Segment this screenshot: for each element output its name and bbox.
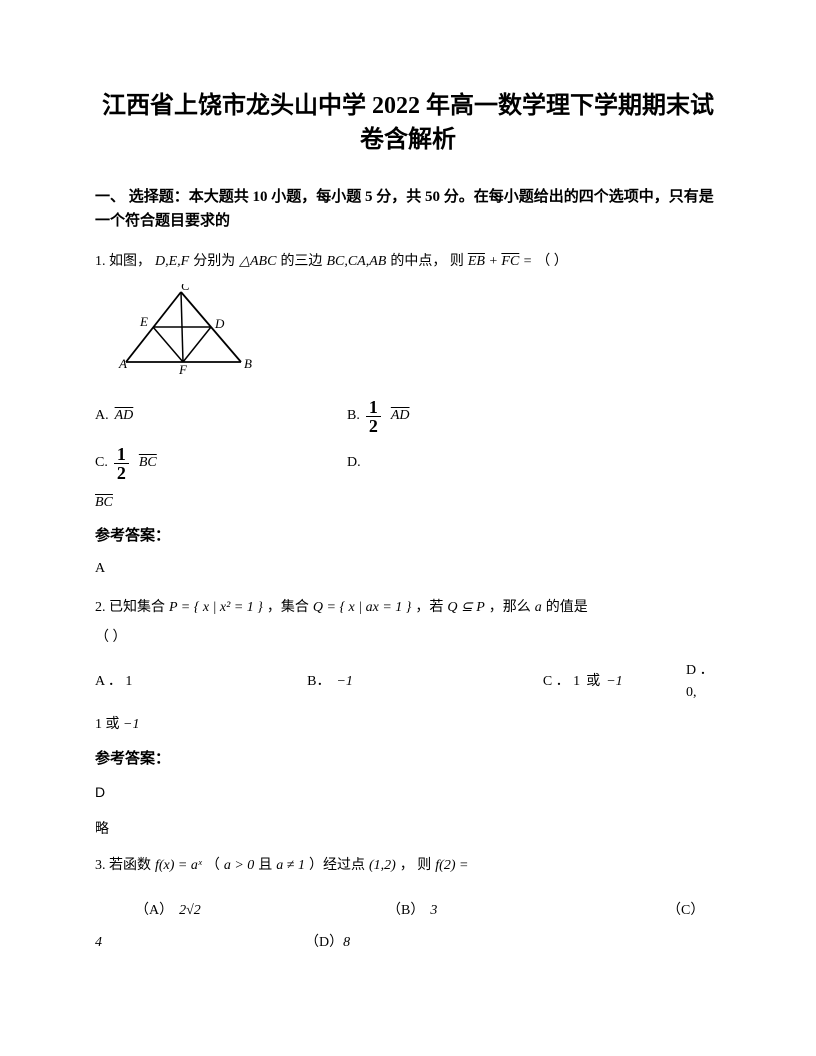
q2-stem: 2. 已知集合 P = { x | x² = 1 } ，集合 Q = { x |… bbox=[95, 597, 721, 619]
q2-brief: 略 bbox=[95, 819, 721, 841]
triangle-svg: A B C E D F bbox=[111, 284, 261, 374]
q3-stem: 3. 若函数 f(x) = aˣ （ a > 0 且 a ≠ 1 ）经过点 (1… bbox=[95, 855, 721, 877]
q1-sides: BC,CA,AB bbox=[326, 251, 386, 273]
q2-paren: （ ） bbox=[95, 627, 721, 649]
q3-mid1: （ bbox=[206, 855, 220, 877]
q1-options-row2: C. 1 2 BC D. bbox=[95, 445, 721, 482]
q1-options-row1: A. AD B. 1 2 AD bbox=[95, 398, 721, 435]
q2-tail: 的值是 bbox=[546, 597, 588, 619]
q1-optB-frac: 1 2 bbox=[366, 398, 381, 435]
frac-num: 1 bbox=[366, 398, 381, 417]
q1-optC-frac: 1 2 bbox=[114, 445, 129, 482]
svg-text:B: B bbox=[244, 356, 252, 371]
q1-mid1: 分别为 bbox=[193, 251, 235, 273]
q3-optA-val: 2√2 bbox=[179, 900, 201, 922]
q3-mid3: ， 则 bbox=[400, 855, 432, 877]
q2-optD: D ． 0, bbox=[686, 660, 721, 705]
q1-vec-expr: EB + FC = bbox=[468, 251, 532, 273]
q2-prefix: 2. 已知集合 bbox=[95, 597, 165, 619]
q1-optC-val: BC bbox=[139, 452, 157, 474]
frac-num: 1 bbox=[114, 445, 129, 464]
q3-cond2: a ≠ 1 bbox=[276, 855, 305, 877]
svg-text:C: C bbox=[181, 284, 190, 293]
q1-def-points: D,E,F bbox=[155, 251, 189, 273]
question-1: 1. 如图， D,E,F 分别为 △ABC 的三边 BC,CA,AB 的中点， … bbox=[95, 251, 721, 581]
question-3: 3. 若函数 f(x) = aˣ （ a > 0 且 a ≠ 1 ）经过点 (1… bbox=[95, 855, 721, 954]
svg-text:E: E bbox=[139, 314, 148, 329]
q1-mid3: 的中点， 则 bbox=[390, 251, 464, 273]
q2-answer-label: 参考答案： bbox=[95, 747, 721, 771]
q2-optB-label: B． bbox=[307, 671, 330, 693]
q3-optC-label: （C） bbox=[667, 900, 704, 922]
q1-answer-label: 参考答案： bbox=[95, 524, 721, 548]
q2-line2-text: 1 或 bbox=[95, 717, 120, 732]
q1-optB-val: AD bbox=[391, 405, 410, 427]
q2-mid1: ，集合 bbox=[267, 597, 309, 619]
q2-mid2: ，若 bbox=[415, 597, 443, 619]
svg-text:F: F bbox=[178, 362, 188, 374]
q2-line2: 1 或 −1 bbox=[95, 714, 721, 736]
q3-f2: f(2) = bbox=[435, 855, 468, 877]
q1-tail: （ ） bbox=[536, 251, 568, 273]
section-heading: 一、 选择题：本大题共 10 小题，每小题 5 分，共 50 分。在每小题给出的… bbox=[95, 185, 721, 233]
q3-mid-and: 且 bbox=[258, 855, 272, 877]
q2-optC-or: 或 bbox=[586, 671, 600, 693]
q2-P: P = { x | x² = 1 } bbox=[169, 597, 263, 619]
q3-mid2: ）经过点 bbox=[309, 855, 365, 877]
q1-optC-label: C. bbox=[95, 452, 108, 474]
q3-func: f(x) = aˣ bbox=[155, 855, 202, 877]
q2-mid3: ，那么 bbox=[489, 597, 531, 619]
svg-text:A: A bbox=[118, 356, 127, 371]
q1-optD-label: D. bbox=[347, 452, 361, 474]
q2-a: a bbox=[535, 597, 542, 619]
q2-optC-val: −1 bbox=[606, 671, 622, 693]
q1-mid2: 的三边 bbox=[280, 251, 322, 273]
q3-optA-label: （A） bbox=[135, 900, 173, 922]
frac-den: 2 bbox=[114, 464, 129, 482]
q1-triangle-diagram: A B C E D F bbox=[111, 284, 721, 382]
q1-prefix: 1. 如图， bbox=[95, 251, 151, 273]
q3-optD-label: （D） bbox=[305, 932, 343, 954]
q1-triangle: △ABC bbox=[239, 251, 276, 273]
q1-optB-label: B. bbox=[347, 405, 360, 427]
page-title: 江西省上饶市龙头山中学 2022 年高一数学理下学期期末试卷含解析 bbox=[95, 90, 721, 157]
svg-text:D: D bbox=[214, 316, 225, 331]
q3-optB-val: 3 bbox=[430, 900, 437, 922]
q2-line2-val: −1 bbox=[123, 717, 139, 732]
q3-options-row1: （A） 2√2 （B） 3 （C） bbox=[95, 900, 721, 922]
q3-optC-val: 4 bbox=[95, 932, 125, 954]
q2-optB-val: −1 bbox=[336, 671, 352, 693]
q3-optB-label: （B） bbox=[387, 900, 424, 922]
q2-optC: C ． 1 bbox=[543, 671, 580, 693]
q1-optA-val: AD bbox=[115, 405, 134, 427]
q3-cond1: a > 0 bbox=[224, 855, 254, 877]
frac-den: 2 bbox=[366, 417, 381, 435]
q3-options-row2: 4 （D） 8 bbox=[95, 932, 721, 954]
q1-stem: 1. 如图， D,E,F 分别为 △ABC 的三边 BC,CA,AB 的中点， … bbox=[95, 251, 721, 273]
q2-subset: Q ⊆ P bbox=[447, 597, 484, 619]
q1-answer: A bbox=[95, 558, 721, 580]
q1-optD-val-line: BC bbox=[95, 492, 721, 514]
q1-optA-label: A. bbox=[95, 405, 109, 427]
q2-Q: Q = { x | ax = 1 } bbox=[313, 597, 411, 619]
q2-options-row: A ． 1 B． −1 C ． 1 或 −1 D ． 0, bbox=[95, 660, 721, 705]
q2-optA: A ． 1 bbox=[95, 671, 132, 693]
q3-prefix: 3. 若函数 bbox=[95, 855, 151, 877]
q3-optD-val: 8 bbox=[343, 932, 350, 954]
q2-answer: D bbox=[95, 781, 721, 803]
question-2: 2. 已知集合 P = { x | x² = 1 } ，集合 Q = { x |… bbox=[95, 597, 721, 842]
q1-optD-val: BC bbox=[95, 495, 113, 510]
q3-point: (1,2) bbox=[369, 855, 396, 877]
